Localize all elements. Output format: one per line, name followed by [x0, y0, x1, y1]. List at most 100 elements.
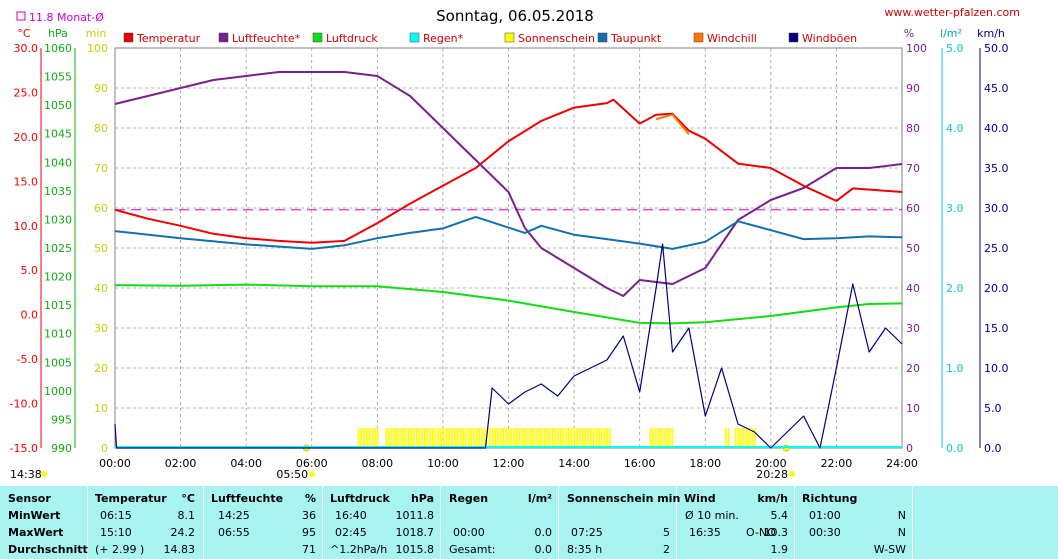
weather-chart: Sonntag, 06.05.2018 www.wetter-pfalzen.c… [10, 6, 1020, 481]
sunshine-bar [388, 428, 391, 448]
sunshine-bar [660, 428, 663, 448]
x-tick-label: 22:00 [821, 457, 853, 470]
y-tick-sunshine: 10 [94, 402, 108, 415]
sunshine-bar [445, 428, 448, 448]
sunshine-bar [734, 428, 737, 448]
y-tick-pressure: 1055 [44, 71, 72, 84]
y-tick-pressure: 1005 [44, 356, 72, 369]
x-tick-label: 02:00 [165, 457, 197, 470]
legend-swatch [312, 32, 323, 43]
sunshine-bar [470, 428, 473, 448]
legend-label: Windböen [802, 32, 857, 45]
legend-label: Regen* [423, 32, 464, 45]
dir-min-time: 01:00 [809, 509, 841, 522]
sunshine-bar [603, 428, 606, 448]
sunshine-bar [745, 428, 748, 448]
press-max-time: 02:45 [335, 526, 367, 539]
sunshine-bar [532, 428, 535, 448]
rain-total-value: 0.0 [534, 543, 553, 556]
y-tick-humidity: 0 [906, 442, 913, 455]
x-tick-label: 10:00 [427, 457, 459, 470]
hdr-wind-unit: km/h [757, 492, 788, 505]
sunset-time: 20:28 [756, 468, 788, 481]
sunshine-bar [742, 428, 745, 448]
sunshine-bar [543, 428, 546, 448]
sunshine-bar [407, 428, 410, 448]
y-tick-rain: 4.0 [946, 122, 964, 135]
site-url[interactable]: www.wetter-pfalzen.com [884, 6, 1020, 19]
dir-max-value: N [897, 526, 906, 539]
y-tick-rain: 1.0 [946, 362, 964, 375]
y-tick-sunshine: 30 [94, 322, 108, 335]
sunshine-bar [421, 428, 423, 448]
legend-swatch [504, 32, 515, 43]
y-tick-temperature: 5.0 [21, 264, 39, 277]
sunshine-bar [516, 428, 518, 448]
legend-label: Luftfeuchte* [232, 32, 301, 45]
dir-min-value: N [897, 509, 906, 522]
series-luftfeuchte [114, 71, 903, 297]
legend-label: Taupunkt [610, 32, 662, 45]
y-tick-humidity: 70 [906, 162, 920, 175]
x-tick-label: 16:00 [624, 457, 656, 470]
x-tick-label: 12:00 [493, 457, 525, 470]
y-tick-rain: 2.0 [946, 282, 964, 295]
y-tick-rain: 3.0 [946, 202, 964, 215]
grid [114, 47, 903, 449]
temp-avg-value: 14.83 [163, 543, 196, 556]
x-tick-label: 20:00 [755, 457, 787, 470]
sunshine-bar [423, 428, 426, 448]
y-tick-rain: 0.0 [946, 442, 964, 455]
sunshine-bar [440, 428, 442, 448]
row-label-avg: Durchschnitt [8, 543, 88, 556]
y-tick-humidity: 80 [906, 122, 920, 135]
legend-label: Temperatur [136, 32, 201, 45]
sunshine-bar [521, 428, 524, 448]
sunshine-bar [568, 428, 570, 448]
sunshine-bar [513, 428, 516, 448]
sun-avg-value: 2 [663, 543, 670, 556]
y-tick-humidity: 50 [906, 242, 920, 255]
hdr-dir: Richtung [802, 492, 858, 505]
stats-col-temperature: Temperatur °C 06:15 8.1 15:10 24.2 (+ 2.99 … [88, 486, 204, 559]
unit-min: min [86, 27, 107, 40]
hdr-hum-unit: % [304, 492, 316, 505]
sunshine-bar [401, 428, 404, 448]
stats-col-sunshine: Sonnenschein min 07:25 5 8:35 h 2 [559, 486, 680, 559]
sunshine-bar [559, 428, 562, 448]
legend-swatch [409, 32, 420, 43]
y-tick-humidity: 60 [906, 202, 920, 215]
y-tick-sunshine: 70 [94, 162, 108, 175]
wind-max-value: 10.3 [763, 526, 789, 539]
sunshine-bar [748, 428, 751, 448]
sunshine-bar [374, 428, 376, 448]
hdr-rain-unit: l/m² [527, 492, 552, 505]
y-tick-temperature: 30.0 [14, 42, 39, 55]
sunshine-bar [360, 428, 363, 448]
temp-min-value: 8.1 [177, 509, 196, 522]
series-temperatur [114, 98, 903, 244]
y-tick-rain: 5.0 [946, 42, 964, 55]
legend-label: Sonnenschein [518, 32, 595, 45]
y-tick-pressure: 1060 [44, 42, 72, 55]
y-tick-wind: 40.0 [984, 122, 1009, 135]
sunshine-bar [502, 428, 505, 448]
y-tick-humidity: 40 [906, 282, 920, 295]
x-tick-label: 24:00 [886, 457, 918, 470]
sunshine-bar [527, 428, 529, 448]
stats-col-sensor: Sensor MinWert MaxWert Durchschnitt [0, 486, 88, 559]
hdr-press-unit: hPa [410, 492, 434, 505]
stats-col-wind: Wind km/h Ø 10 min. 5.4 16:35 O-NO 10.3 1.9 [677, 486, 795, 559]
temp-max-value: 24.2 [170, 526, 196, 539]
y-tick-temperature: -10.0 [10, 398, 38, 411]
rain-max-value: 0.0 [534, 526, 553, 539]
press-trend: ^1.2hPa/h [330, 543, 388, 556]
sunshine-bar [657, 428, 660, 448]
sunshine-bar [668, 428, 671, 448]
sunshine-bar [464, 428, 467, 448]
sunshine-bar [551, 428, 554, 448]
stats-col-rain: Regen l/m² 00:00 0.0 Gesamt: 0.0 [441, 486, 559, 559]
sunshine-bar [587, 428, 589, 448]
stats-col-direction: Richtung 01:00 N 00:30 N W-SW [795, 486, 913, 559]
series-layer [114, 71, 903, 452]
